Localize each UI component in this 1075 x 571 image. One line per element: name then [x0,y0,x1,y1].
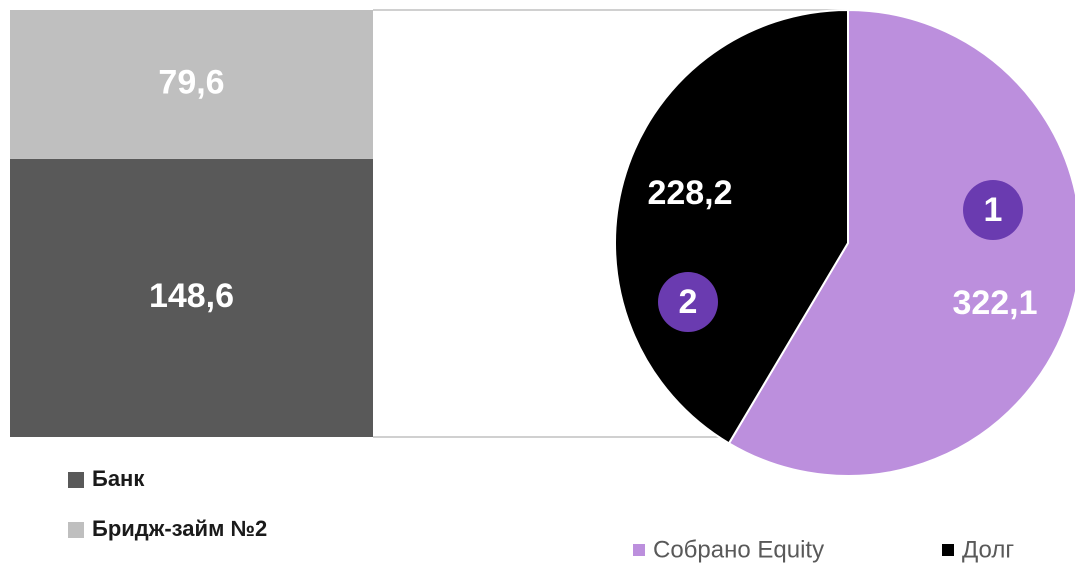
data-label: 322,1 [952,284,1037,322]
annotation: 1 [984,191,1003,229]
legend-label: Банк [92,466,145,491]
legend-swatch [633,544,645,556]
legend-swatch [68,522,84,538]
data-label: 79,6 [158,63,224,101]
legend-label: Собрано Equity [653,536,824,563]
legend-swatch [942,544,954,556]
legend-swatch [68,472,84,488]
bar-segment [10,10,373,159]
pie-slice [727,8,1075,477]
annotation-badge [963,180,1023,240]
annotation: 2 [679,283,698,321]
data-label: 148,6 [149,277,234,315]
bar-segment [10,158,373,438]
pie-slice [614,8,849,445]
legend-label: Бридж-займ №2 [92,516,267,541]
annotation-badge [658,272,718,332]
legend-label: Долг [962,536,1014,563]
data-label: 228,2 [647,174,732,212]
